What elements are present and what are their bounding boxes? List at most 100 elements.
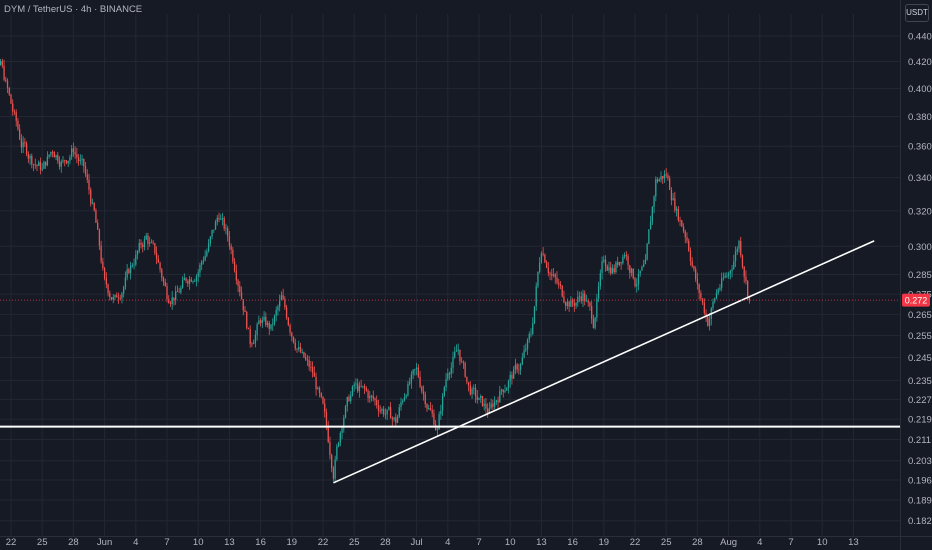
candle-body [227, 228, 229, 237]
candle-body [741, 255, 744, 267]
candle-body [473, 387, 475, 389]
candle-body [195, 276, 198, 281]
candle-body [272, 323, 274, 325]
candle-body [662, 176, 664, 179]
candle-body [45, 161, 47, 166]
candle-body [187, 280, 189, 284]
candle-body [584, 293, 586, 302]
candle-body [708, 318, 711, 326]
candle-body [558, 282, 560, 285]
candle-body [284, 299, 286, 308]
candle-body [55, 155, 57, 158]
candle-body [623, 255, 626, 257]
candle-body [672, 198, 674, 201]
candle-body [542, 253, 544, 255]
x-tick-label: 7 [164, 537, 169, 548]
candle-body [476, 396, 478, 400]
x-tick-label: 10 [505, 537, 516, 548]
candle-body [627, 256, 629, 266]
candle-body [608, 267, 610, 271]
candle-body [162, 277, 165, 283]
candle-body [20, 139, 23, 148]
y-tick-label: 0.189 [908, 495, 932, 506]
candle-body [551, 273, 553, 276]
candle-body [185, 278, 187, 281]
candle-body [19, 129, 21, 140]
candle-body [374, 398, 376, 401]
candle-body [81, 158, 83, 161]
candle-body [698, 284, 700, 293]
candle-body [197, 272, 199, 277]
candle-body [306, 359, 309, 361]
candle-body [327, 425, 329, 442]
candle-body [622, 256, 624, 264]
candle-body [331, 454, 333, 469]
candle-body [443, 387, 445, 396]
candle-body [246, 312, 248, 328]
candle-body [417, 367, 419, 377]
candle-body [748, 296, 751, 301]
candle-body [611, 268, 614, 274]
candle-body [575, 302, 577, 306]
candle-body [495, 400, 497, 403]
y-tick-label: 0.219 [908, 415, 932, 426]
candle-body [76, 154, 78, 158]
candle-body [294, 342, 296, 349]
candle-body [103, 268, 106, 279]
candle-body [395, 417, 397, 423]
candle-body [386, 409, 388, 415]
candle-body [240, 292, 243, 300]
candle-body [481, 396, 484, 406]
candle-body [142, 244, 144, 247]
candle-body [433, 413, 435, 425]
chart-title: DYM / TetherUS · 4h · BINANCE [4, 4, 143, 15]
candle-body [719, 287, 721, 290]
candle-body [207, 243, 210, 252]
candle-body [445, 378, 447, 388]
candle-body [566, 301, 569, 306]
candle-body [532, 323, 534, 334]
candle-body [220, 219, 222, 221]
candle-body [60, 161, 62, 167]
candle-body [22, 142, 24, 148]
candle-body [617, 262, 619, 265]
candle-body [467, 382, 470, 386]
candle-body [625, 255, 627, 257]
candle-body [485, 403, 487, 409]
candle-body [591, 306, 593, 319]
candle-body [448, 373, 451, 375]
candle-body [244, 310, 246, 313]
candle-body [516, 364, 518, 370]
candle-body [747, 280, 749, 297]
currency-badge[interactable]: USDT [905, 4, 929, 22]
x-tick-label: 28 [380, 537, 391, 548]
candle-body [72, 148, 75, 153]
candle-body [135, 254, 137, 265]
candle-body [679, 220, 681, 221]
candle-body [233, 261, 236, 271]
candle-body [589, 302, 591, 307]
candle-body [400, 402, 402, 408]
candle-body [360, 385, 362, 387]
x-tick-label: Jun [97, 537, 112, 548]
candle-body [202, 260, 205, 262]
candle-body [436, 429, 439, 431]
candle-body [171, 297, 173, 304]
x-tick-label: 16 [567, 537, 578, 548]
candle-body [492, 403, 494, 407]
candle-body [357, 383, 359, 392]
candle-body [221, 218, 224, 220]
candle-body [539, 262, 541, 272]
candle-body [585, 300, 588, 302]
candle-body [39, 162, 42, 170]
candle-body [239, 285, 241, 293]
candle-body [722, 277, 725, 279]
candle-body [51, 151, 54, 153]
x-tick-label: Jul [411, 537, 423, 548]
candle-body [409, 382, 411, 384]
x-tick-label: 22 [6, 537, 17, 548]
candle-body [280, 295, 283, 301]
y-tick-label: 0.440 [908, 32, 932, 43]
